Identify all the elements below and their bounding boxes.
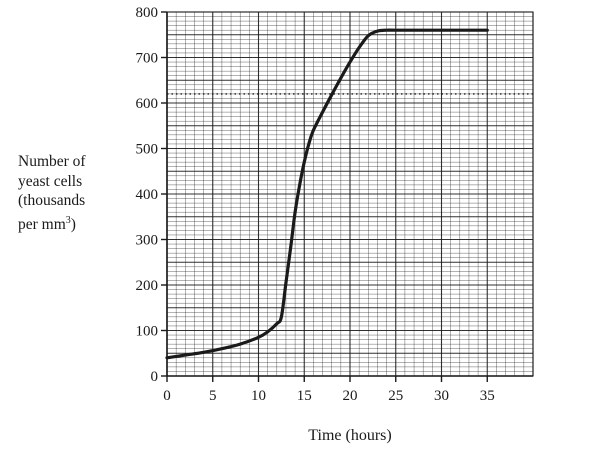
y-tick-label: 0 — [151, 369, 159, 385]
grid — [166, 11, 534, 377]
x-tick-label: 20 — [343, 388, 358, 404]
x-tick-label: 10 — [251, 388, 266, 404]
y-tick-label: 400 — [136, 187, 159, 203]
x-tick-label: 5 — [209, 388, 217, 404]
x-tick-label: 35 — [480, 388, 495, 404]
x-axis-label: Time (hours) — [308, 427, 391, 444]
y-axis-label: Number of yeast cells (thousands per mm3… — [18, 152, 86, 234]
x-tick-label: 30 — [434, 388, 449, 404]
x-tick-labels: 0 5 10 15 20 25 30 35 — [163, 376, 495, 404]
y-tick-label: 600 — [136, 96, 159, 112]
y-axis-label-close: ) — [70, 215, 76, 233]
series-line — [165, 28, 489, 360]
x-tick-label: 0 — [163, 388, 171, 404]
y-axis-label-line-4: per mm3) — [18, 211, 86, 235]
x-tick-label: 25 — [388, 388, 403, 404]
y-tick-label: 800 — [136, 5, 159, 21]
y-tick-label: 200 — [136, 278, 159, 294]
x-tick-label: 15 — [297, 388, 312, 404]
y-tick-label: 500 — [136, 142, 159, 158]
y-axis-label-superscript: 3 — [65, 214, 71, 226]
y-axis-label-line-2: yeast cells — [18, 172, 83, 190]
y-tick-label: 100 — [136, 324, 159, 340]
y-axis-label-line-1: Number of — [18, 153, 86, 170]
y-axis-label-unit: per mm — [18, 215, 66, 233]
y-tick-label: 300 — [136, 233, 159, 249]
y-tick-labels: 0 100 200 300 400 500 600 700 800 — [136, 5, 167, 385]
y-tick-label: 700 — [136, 51, 159, 67]
y-axis-label-line-3: (thousands — [18, 192, 86, 209]
